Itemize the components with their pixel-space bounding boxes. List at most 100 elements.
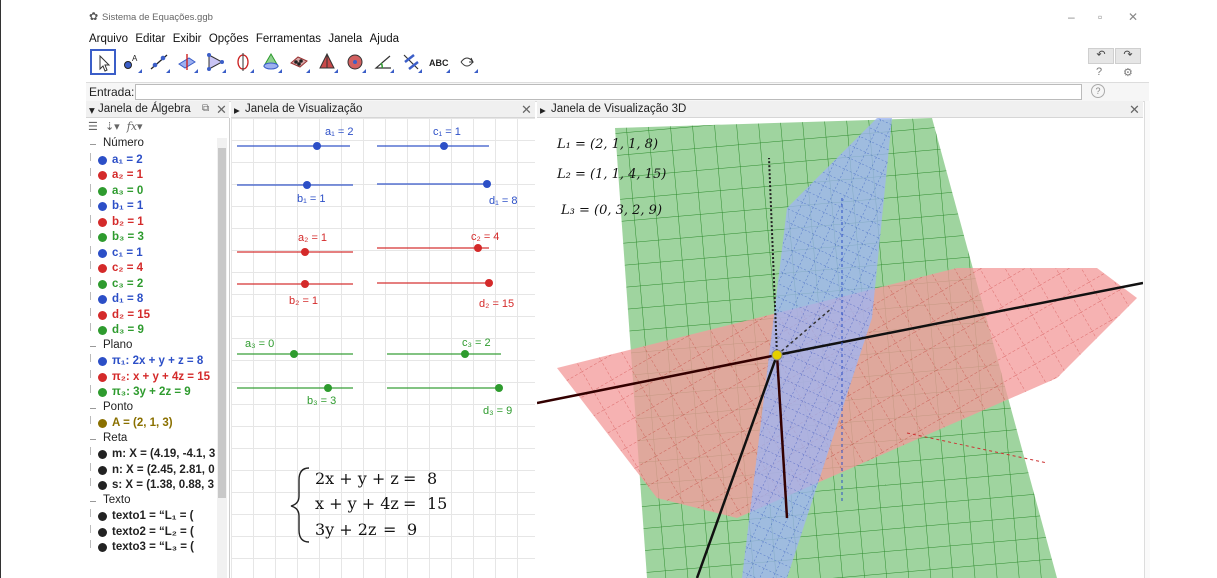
algebra-item[interactable]: a₂ = 1 bbox=[86, 168, 227, 184]
slider-d3-handle[interactable] bbox=[495, 384, 503, 392]
visibility-toggle-dot[interactable] bbox=[98, 481, 107, 490]
view2d-close-icon[interactable]: ✕ bbox=[521, 102, 532, 117]
algebra-item[interactable]: a₁ = 2 bbox=[86, 152, 227, 169]
algebra-item[interactable]: b₁ = 1 bbox=[86, 199, 227, 215]
algebra-item[interactable]: texto3 = “L₃ = ( bbox=[86, 540, 227, 556]
visibility-toggle-dot[interactable] bbox=[98, 295, 107, 304]
redo-button[interactable]: ↷ bbox=[1115, 48, 1141, 64]
algebra-close-icon[interactable]: ✕ bbox=[216, 102, 227, 117]
maximize-button[interactable]: ▫ bbox=[1098, 10, 1103, 24]
visibility-toggle-dot[interactable] bbox=[98, 450, 107, 459]
view2d-expand-icon[interactable]: ▸ bbox=[234, 105, 240, 117]
text-tool-button[interactable]: ABC bbox=[426, 49, 452, 75]
algebra-group-header[interactable]: Ponto bbox=[86, 401, 227, 417]
algebra-item[interactable]: n: X = (2.45, 2.81, 0 bbox=[86, 462, 227, 479]
slider-d2-handle[interactable] bbox=[485, 279, 493, 287]
visibility-toggle-dot[interactable] bbox=[98, 419, 107, 428]
line-m[interactable] bbox=[537, 353, 778, 405]
input-field[interactable] bbox=[135, 84, 1082, 100]
algebra-scrollbar[interactable] bbox=[217, 138, 227, 578]
algebra-item[interactable]: texto1 = “L₁ = ( bbox=[86, 509, 227, 525]
visibility-toggle-dot[interactable] bbox=[98, 202, 107, 211]
line-tool-button[interactable] bbox=[146, 49, 172, 75]
algebra-item[interactable]: c₁ = 1 bbox=[86, 245, 227, 262]
visibility-toggle-dot[interactable] bbox=[98, 248, 107, 258]
visibility-toggle-dot[interactable] bbox=[98, 233, 107, 242]
algebra-menu-icon[interactable]: ☰ bbox=[88, 121, 98, 133]
rotate-view-tool-button[interactable] bbox=[454, 49, 480, 75]
visibility-toggle-dot[interactable] bbox=[98, 155, 107, 165]
line-s[interactable] bbox=[695, 354, 779, 578]
algebra-item[interactable]: d₁ = 8 bbox=[86, 292, 227, 308]
visibility-toggle-dot[interactable] bbox=[98, 372, 107, 382]
slider-b1-handle[interactable] bbox=[303, 181, 311, 189]
minimize-button[interactable]: – bbox=[1068, 10, 1075, 24]
slider-c2-handle[interactable] bbox=[474, 244, 482, 252]
close-window-button[interactable]: ✕ bbox=[1128, 10, 1139, 24]
settings-gear-icon[interactable]: ⚙ bbox=[1123, 67, 1133, 79]
graphics-view-3d[interactable]: L₁ = (2, 1, 1, 8) L₂ = (1, 1, 4, 15) L₃ … bbox=[537, 118, 1143, 578]
slider-b3-handle[interactable] bbox=[324, 384, 332, 392]
sort-icon[interactable]: ⇣▾ bbox=[104, 121, 120, 133]
algebra-item[interactable]: s: X = (1.38, 0.88, 3 bbox=[86, 478, 227, 494]
intersect-surfaces-tool-button[interactable] bbox=[258, 49, 284, 75]
slider-c3-handle[interactable] bbox=[461, 350, 469, 358]
slider-c1-handle[interactable] bbox=[440, 142, 448, 150]
visibility-toggle-dot[interactable] bbox=[98, 186, 107, 196]
slider-a1-handle[interactable] bbox=[313, 142, 321, 150]
slider-a3-handle[interactable] bbox=[290, 350, 298, 358]
algebra-item[interactable]: c₃ = 2 bbox=[86, 276, 227, 293]
view3d-expand-icon[interactable]: ▸ bbox=[540, 105, 546, 117]
graphics-view-2d[interactable]: a₁ = 2 c₁ = 1 b₁ = 1 d₁ = 8 a₂ = 1 c₂ = … bbox=[231, 118, 535, 578]
algebra-item[interactable]: π₃: 3y + 2z = 9 bbox=[86, 385, 227, 401]
algebra-scrollbar-thumb[interactable] bbox=[218, 148, 226, 498]
algebra-item[interactable]: m: X = (4.19, -4.1, 3 bbox=[86, 447, 227, 463]
input-help-icon[interactable]: ? bbox=[1091, 84, 1105, 98]
menu-ajuda[interactable]: Ajuda bbox=[369, 33, 400, 45]
sphere-tool-button[interactable] bbox=[342, 49, 368, 75]
algebra-item[interactable]: a₃ = 0 bbox=[86, 183, 227, 200]
undock-icon[interactable]: ⧉ bbox=[202, 103, 210, 114]
visibility-toggle-dot[interactable] bbox=[98, 357, 107, 366]
plane-tool-button[interactable] bbox=[286, 49, 312, 75]
point-tool-button[interactable]: A bbox=[118, 49, 144, 75]
menu-janela[interactable]: Janela bbox=[328, 33, 363, 45]
algebra-group-header[interactable]: Texto bbox=[86, 494, 227, 510]
help-icon[interactable]: ? bbox=[1096, 66, 1103, 78]
visibility-toggle-dot[interactable] bbox=[98, 264, 107, 273]
visibility-toggle-dot[interactable] bbox=[98, 527, 107, 537]
reflect-tool-button[interactable] bbox=[398, 49, 424, 75]
circle-axis-tool-button[interactable] bbox=[230, 49, 256, 75]
visibility-toggle-dot[interactable] bbox=[98, 512, 107, 521]
undo-button[interactable]: ↶ bbox=[1088, 48, 1114, 64]
algebra-item[interactable]: π₁: 2x + y + z = 8 bbox=[86, 354, 227, 370]
menu-arquivo[interactable]: Arquivo bbox=[89, 33, 128, 45]
algebra-item[interactable]: b₂ = 1 bbox=[86, 214, 227, 231]
view3d-close-icon[interactable]: ✕ bbox=[1129, 102, 1140, 117]
function-icon[interactable]: fx▾ bbox=[126, 120, 143, 133]
angle-tool-button[interactable] bbox=[370, 49, 396, 75]
algebra-group-header[interactable]: Plano bbox=[86, 339, 227, 355]
point-A[interactable] bbox=[771, 349, 783, 361]
menu-editar[interactable]: Editar bbox=[135, 33, 166, 45]
slider-a2-handle[interactable] bbox=[301, 248, 309, 256]
pyramid-tool-button[interactable] bbox=[314, 49, 340, 75]
algebra-group-header[interactable]: Reta bbox=[86, 432, 227, 448]
algebra-item[interactable]: A = (2, 1, 3) bbox=[86, 416, 227, 432]
algebra-collapse-icon[interactable]: ▾ bbox=[89, 105, 95, 117]
polygon-tool-button[interactable] bbox=[202, 49, 228, 75]
visibility-toggle-dot[interactable] bbox=[98, 171, 107, 180]
algebra-item[interactable]: b₃ = 3 bbox=[86, 230, 227, 246]
algebra-item[interactable]: d₃ = 9 bbox=[86, 323, 227, 339]
algebra-item[interactable]: d₂ = 15 bbox=[86, 307, 227, 324]
menu-opcoes[interactable]: Opções bbox=[208, 33, 249, 45]
visibility-toggle-dot[interactable] bbox=[98, 310, 107, 320]
perpendicular-tool-button[interactable] bbox=[174, 49, 200, 75]
visibility-toggle-dot[interactable] bbox=[98, 465, 107, 475]
algebra-item[interactable]: π₂: x + y + 4z = 15 bbox=[86, 369, 227, 386]
slider-d1-handle[interactable] bbox=[483, 180, 491, 188]
visibility-toggle-dot[interactable] bbox=[98, 279, 107, 289]
visibility-toggle-dot[interactable] bbox=[98, 217, 107, 227]
visibility-toggle-dot[interactable] bbox=[98, 543, 107, 552]
slider-b2-handle[interactable] bbox=[301, 280, 309, 288]
